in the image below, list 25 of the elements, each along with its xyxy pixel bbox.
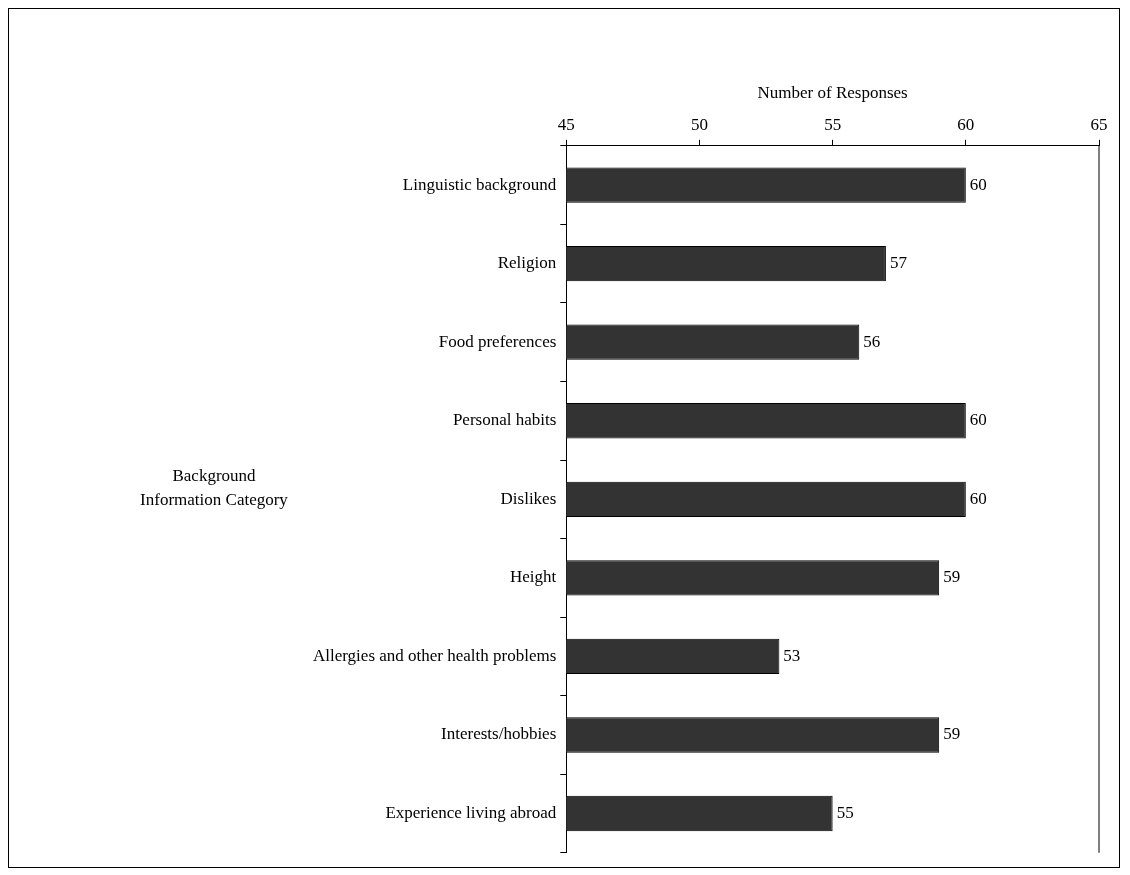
data-label: 56: [863, 331, 881, 351]
x-tick-label: 60: [957, 115, 975, 135]
y-axis-title: Background Information Category: [139, 465, 289, 511]
y-tick-label: Interests/hobbies: [441, 724, 557, 744]
y-tick-label: Dislikes: [500, 488, 557, 508]
y-tick-label: Linguistic background: [402, 174, 557, 194]
y-tick-label: Food preferences: [438, 331, 557, 351]
x-tick-label: 55: [824, 115, 842, 135]
data-label: 60: [969, 488, 987, 508]
x-axis-title: Number of Responses: [757, 82, 908, 102]
x-tick-label: 45: [557, 115, 575, 135]
y-tick-label: Experience living abroad: [385, 802, 557, 822]
data-label: 57: [889, 253, 908, 273]
x-tick-label: 65: [1090, 115, 1108, 135]
data-label: 59: [943, 567, 961, 587]
y-tick-label: Height: [510, 567, 557, 587]
data-label: 53: [783, 645, 801, 665]
data-label: 60: [969, 174, 987, 194]
data-label: 59: [943, 724, 961, 744]
y-tick-label: Allergies and other health problems: [312, 645, 557, 665]
y-tick-label: Personal habits: [452, 410, 557, 430]
data-label: 55: [836, 802, 854, 822]
x-tick-label: 50: [690, 115, 708, 135]
y-tick-label: Religion: [497, 253, 557, 273]
data-label: 60: [969, 410, 987, 430]
